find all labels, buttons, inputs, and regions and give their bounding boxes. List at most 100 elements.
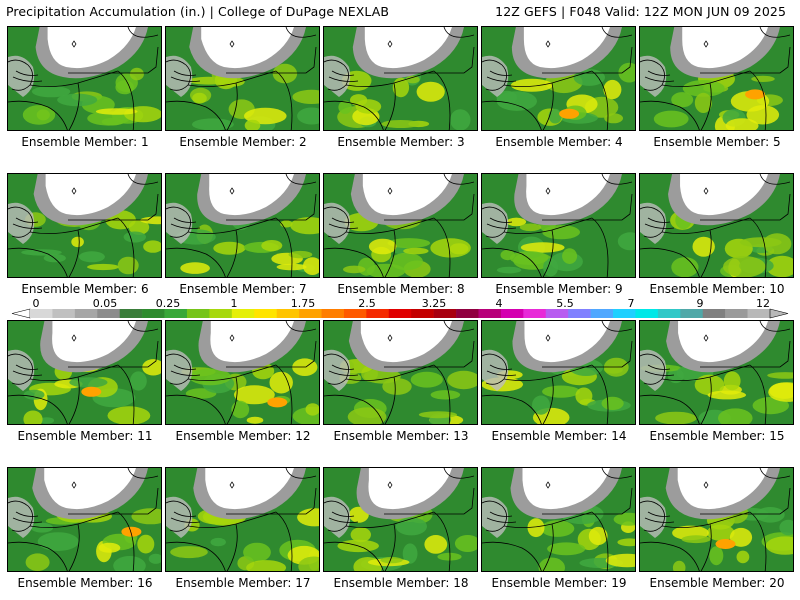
precip-map — [482, 174, 635, 277]
map-boundary-line — [700, 523, 712, 571]
map-boundary-line — [8, 100, 68, 130]
precip-map — [166, 174, 319, 277]
precip-contour — [366, 263, 406, 277]
precip-contour — [98, 542, 121, 553]
map-boundary-line — [700, 46, 791, 74]
map-boundary-line — [482, 59, 507, 91]
dry-region — [526, 174, 610, 216]
precip-contour — [454, 535, 477, 552]
map-boundary-line — [324, 206, 349, 238]
colorbar-segment — [456, 309, 479, 318]
precip-map — [640, 321, 793, 424]
precip-contour — [81, 386, 102, 397]
precip-map — [8, 27, 161, 130]
colorbar-segment — [433, 309, 457, 318]
island-outline — [387, 187, 393, 195]
precip-contour — [694, 374, 725, 396]
map-boundary-line — [12, 370, 43, 376]
precip-contour — [410, 371, 443, 388]
map-boundary-line — [166, 353, 191, 385]
map-boundary-line — [601, 468, 633, 479]
ensemble-member-label: Ensemble Member: 7 — [179, 282, 307, 296]
map-boundary-line — [166, 541, 226, 571]
map-boundary-line — [647, 511, 671, 517]
colorbar-segment — [635, 309, 659, 318]
dry-region — [368, 468, 452, 510]
colorbar-segment — [568, 309, 591, 318]
map-boundary-line — [759, 174, 791, 185]
map-boundary-line — [384, 193, 475, 221]
map-boundary-line — [127, 321, 159, 332]
map-boundary-line — [331, 70, 355, 76]
colorbar-segment — [30, 309, 53, 318]
ensemble-map-panel — [323, 26, 478, 131]
map-boundary-line — [8, 206, 33, 238]
map-boundary-line — [486, 223, 517, 229]
map-boundary-line — [700, 487, 791, 515]
ensemble-member-label: Ensemble Member: 14 — [491, 429, 627, 443]
map-boundary-line — [443, 468, 475, 479]
map-boundary-line — [700, 376, 712, 424]
colorbar-tick-label: 4 — [496, 298, 503, 310]
map-boundary-line — [226, 193, 317, 221]
precip-contour — [424, 535, 448, 554]
map-boundary-line — [542, 340, 633, 368]
map-boundary-line — [8, 59, 33, 91]
precip-contour — [113, 556, 146, 571]
map-boundary-line — [117, 217, 135, 277]
precip-contour — [765, 536, 793, 555]
precip-contour — [751, 75, 775, 82]
island-outline — [71, 187, 77, 195]
precip-contour — [69, 377, 108, 388]
colorbar-tick-label: 0.25 — [156, 298, 181, 310]
precip-contour — [107, 406, 151, 424]
precip-contour — [767, 372, 793, 379]
map-boundary-line — [601, 321, 633, 332]
map-boundary-line — [384, 82, 396, 130]
colorbar-segment — [590, 309, 614, 318]
map-boundary-line — [12, 517, 43, 523]
map-boundary-line — [328, 76, 359, 82]
island-outline — [545, 187, 551, 195]
colorbar-tick-label: 12 — [756, 298, 770, 310]
map-boundary-line — [591, 70, 609, 130]
map-boundary-line — [591, 364, 609, 424]
map-boundary-line — [328, 517, 359, 523]
precip-contour — [213, 241, 246, 255]
ensemble-member-label: Ensemble Member: 1 — [21, 135, 149, 149]
ensemble-member-label: Ensemble Member: 11 — [17, 429, 153, 443]
ensemble-member-label: Ensemble Member: 9 — [495, 282, 623, 296]
precip-contour — [519, 223, 542, 232]
precip-map — [482, 321, 635, 424]
precip-contour — [715, 539, 736, 549]
precip-map — [482, 27, 635, 130]
precip-contour — [617, 538, 635, 547]
island-outline — [71, 481, 77, 489]
island-outline — [387, 334, 393, 342]
colorbar-segment — [209, 309, 233, 318]
ensemble-map-panel — [165, 320, 320, 425]
ensemble-map-panel — [639, 467, 794, 572]
ensemble-member-label: Ensemble Member: 5 — [653, 135, 781, 149]
map-boundary-line — [331, 511, 355, 517]
precip-map — [8, 321, 161, 424]
precip-contour — [343, 265, 366, 274]
precip-contour — [496, 266, 522, 274]
precip-contour — [510, 78, 553, 92]
colorbar-segment — [276, 309, 300, 318]
ensemble-map-panel — [165, 467, 320, 572]
colorbar-segment — [366, 309, 390, 318]
map-boundary-line — [384, 376, 396, 424]
island-outline — [703, 40, 709, 48]
map-boundary-line — [591, 217, 609, 277]
island-outline — [229, 187, 235, 195]
precip-contour — [382, 378, 412, 395]
map-boundary-line — [8, 500, 33, 532]
map-boundary-line — [489, 70, 513, 76]
dry-region — [360, 321, 452, 363]
map-boundary-line — [285, 27, 317, 38]
island-outline — [703, 334, 709, 342]
map-title: Precipitation Accumulation (in.) | Colle… — [6, 4, 390, 19]
map-boundary-line — [68, 376, 80, 424]
precip-map — [8, 174, 161, 277]
